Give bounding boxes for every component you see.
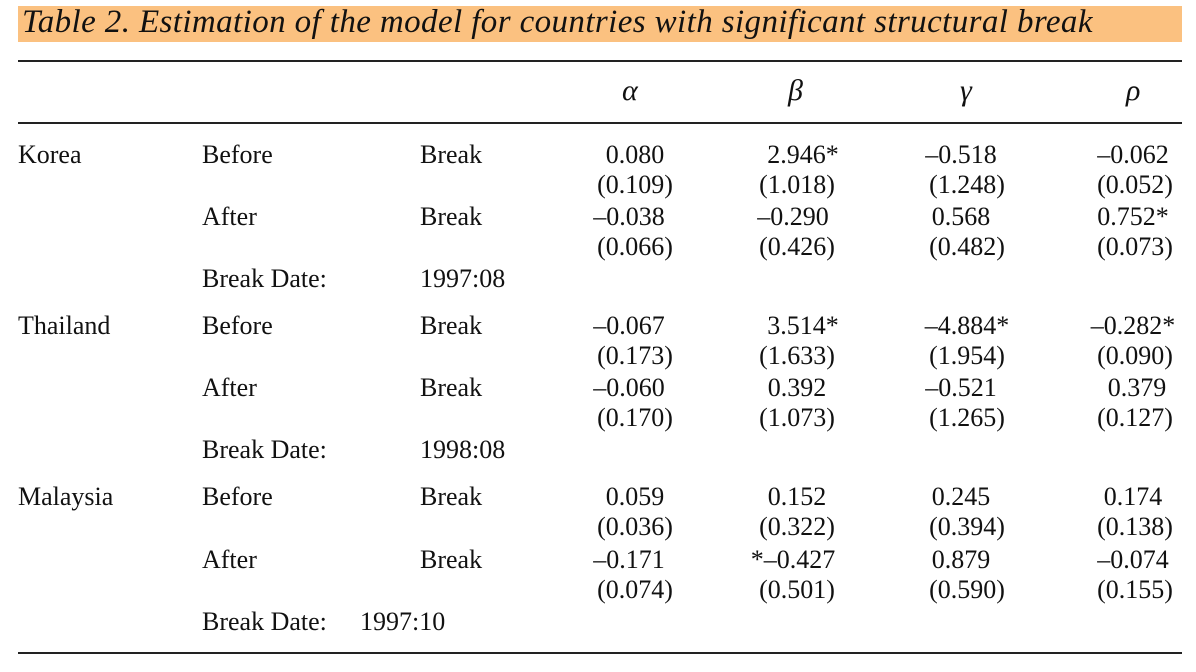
table-cell: (0.074) (597, 575, 673, 604)
country-label: Malaysia (18, 482, 114, 511)
table-cell: (0.155) (1097, 575, 1173, 604)
table-cell: 0.392 (767, 373, 827, 402)
table-caption: Table 2. Estimation of the model for cou… (22, 4, 1093, 40)
table-cell: (0.127) (1097, 403, 1173, 432)
table-cell: –0.521 (925, 373, 997, 402)
table-cell: 0.568 (931, 202, 991, 231)
table-cell: (0.426) (759, 232, 835, 261)
table-cell: –0.171 (593, 545, 665, 574)
table-cell: –0.067 (593, 311, 665, 340)
table-cell: –0.038 (593, 202, 665, 231)
table-caption-highlight: Table 2. Estimation of the model for cou… (18, 4, 1182, 42)
table-cell: 0.379 (1107, 373, 1167, 402)
break-date-value: 1997:08 (420, 264, 506, 293)
break-date-value: 1998:08 (420, 435, 506, 464)
break-date-label: Break Date: (202, 264, 327, 293)
break-date-label: Break Date: (202, 607, 327, 636)
country-label: Thailand (18, 311, 111, 340)
header-rule (18, 122, 1182, 124)
period-label: After (202, 202, 257, 231)
country-label: Korea (18, 140, 82, 169)
break-label: Break (420, 311, 483, 340)
table-cell: (0.590) (929, 575, 1005, 604)
table-cell: (1.954) (929, 341, 1005, 370)
period-label: After (202, 545, 257, 574)
header-alpha: α (622, 74, 638, 107)
break-label: Break (420, 202, 483, 231)
table-cell: –0.282* (1090, 311, 1176, 340)
table-cell: (1.265) (929, 403, 1005, 432)
table-cell: (0.109) (597, 170, 673, 199)
table-cell: (1.248) (929, 170, 1005, 199)
table-cell: –0.518 (925, 140, 997, 169)
table-cell: 0.245 (931, 482, 991, 511)
table-cell: (0.036) (597, 512, 673, 541)
table-cell: (1.018) (759, 170, 835, 199)
table-cell: 0.879 (931, 545, 991, 574)
table-cell: (0.482) (929, 232, 1005, 261)
table-cell: (1.633) (759, 341, 835, 370)
period-label: Before (202, 140, 273, 169)
table-cell: (0.501) (759, 575, 835, 604)
table-cell: 0.174 (1103, 482, 1163, 511)
table-cell: 0.752* (1097, 202, 1169, 231)
break-label: Break (420, 140, 483, 169)
table-cell: (0.066) (597, 232, 673, 261)
table-cell: –0.062 (1097, 140, 1169, 169)
table-cell: –0.060 (593, 373, 665, 402)
break-label: Break (420, 482, 483, 511)
header-rho: ρ (1126, 74, 1141, 107)
top-rule (18, 60, 1182, 62)
bottom-rule (18, 652, 1182, 654)
table-cell: (0.322) (759, 512, 835, 541)
table-cell: –4.884* (924, 311, 1010, 340)
table-cell: (1.073) (759, 403, 835, 432)
table-cell: (0.052) (1097, 170, 1173, 199)
table-cell: 0.152 (767, 482, 827, 511)
table-cell: (0.138) (1097, 512, 1173, 541)
table-cell: (0.170) (597, 403, 673, 432)
table-cell: 0.059 (605, 482, 665, 511)
table-cell: (0.394) (929, 512, 1005, 541)
table-cell: 3.514* (767, 311, 839, 340)
header-beta: β (788, 74, 803, 107)
period-label: After (202, 373, 257, 402)
break-label: Break (420, 373, 483, 402)
break-date-value: 1997:10 (360, 607, 446, 636)
table-cell: –0.074 (1097, 545, 1169, 574)
table-cell: *–0.427 (750, 545, 836, 574)
table-cell: 2.946* (767, 140, 839, 169)
table-cell: (0.090) (1097, 341, 1173, 370)
table-cell: –0.290 (757, 202, 829, 231)
table-cell: (0.173) (597, 341, 673, 370)
header-gamma: γ (960, 74, 972, 107)
table-cell: (0.073) (1097, 232, 1173, 261)
break-label: Break (420, 545, 483, 574)
break-date-label: Break Date: (202, 435, 327, 464)
table-cell: 0.080 (605, 140, 665, 169)
period-label: Before (202, 482, 273, 511)
period-label: Before (202, 311, 273, 340)
